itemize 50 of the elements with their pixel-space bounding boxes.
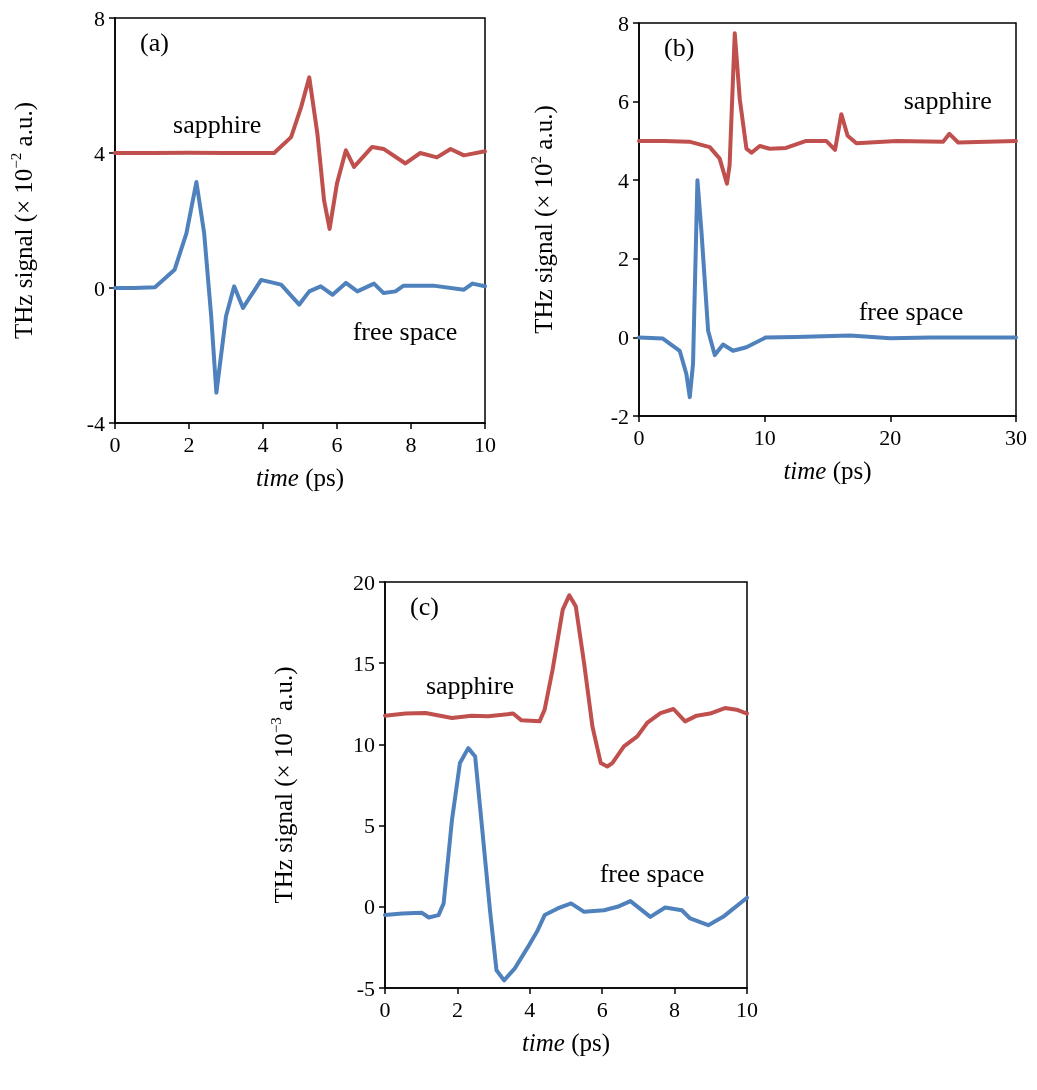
y-tick-label: 0 [618,324,629,350]
x-tick-label: 10 [753,424,776,450]
x-tick-label: 30 [1005,424,1027,450]
y-tick-label: 0 [94,275,105,301]
x-axis-title: time (ps) [783,457,872,485]
x-axis-title: time (ps) [255,464,345,492]
y-tick-label: -5 [356,975,375,1001]
y-tick-label: 8 [94,5,105,31]
series-label: sapphire [903,85,992,115]
chart-title: (b) [664,32,695,62]
chart-title: (a) [140,27,169,57]
x-tick-label: 4 [524,996,536,1022]
series-label: free space [858,297,964,327]
line-series [383,593,749,769]
x-tick-label: 4 [257,431,269,457]
x-tick-label: 8 [405,431,417,457]
y-tick-label: 0 [364,894,375,920]
x-tick-label: 20 [879,424,902,450]
y-axis-title: THz signal (× 10−2 a.u.) [7,102,38,339]
y-tick-label: 6 [618,89,629,115]
y-tick-label: 20 [353,569,375,595]
x-axis-title: time (ps) [521,1029,611,1057]
x-tick-label: 10 [474,431,496,457]
x-tick-label: 6 [331,431,343,457]
line-series [383,746,749,983]
y-tick-label: -2 [610,403,629,429]
x-tick-label: 2 [451,996,463,1022]
y-tick-label: -4 [86,410,105,436]
line-series [113,180,487,395]
x-tick-label: 10 [736,996,758,1022]
y-tick-label: 5 [364,813,375,839]
y-tick-label: 4 [94,140,105,166]
chart-title: (c) [410,591,439,621]
series-label: free space [352,317,458,347]
line-series [113,75,487,231]
series-label: free space [599,858,705,888]
line-series [637,178,1018,400]
series-label: sapphire [173,110,262,140]
y-axis-title: THz signal (× 102 a.u.) [527,105,558,334]
y-axis-title: THz signal (× 10−3 a.u.) [267,666,298,904]
y-tick-label: 10 [353,731,375,757]
x-tick-label: 6 [596,996,608,1022]
y-tick-label: 15 [353,650,375,676]
y-tick-label: 8 [618,10,629,36]
y-tick-label: 4 [618,167,629,193]
x-tick-label: 2 [183,431,195,457]
x-tick-label: 8 [669,996,681,1022]
series-label: sapphire [425,671,515,701]
y-tick-label: 2 [618,246,629,272]
line-series [637,31,1018,186]
